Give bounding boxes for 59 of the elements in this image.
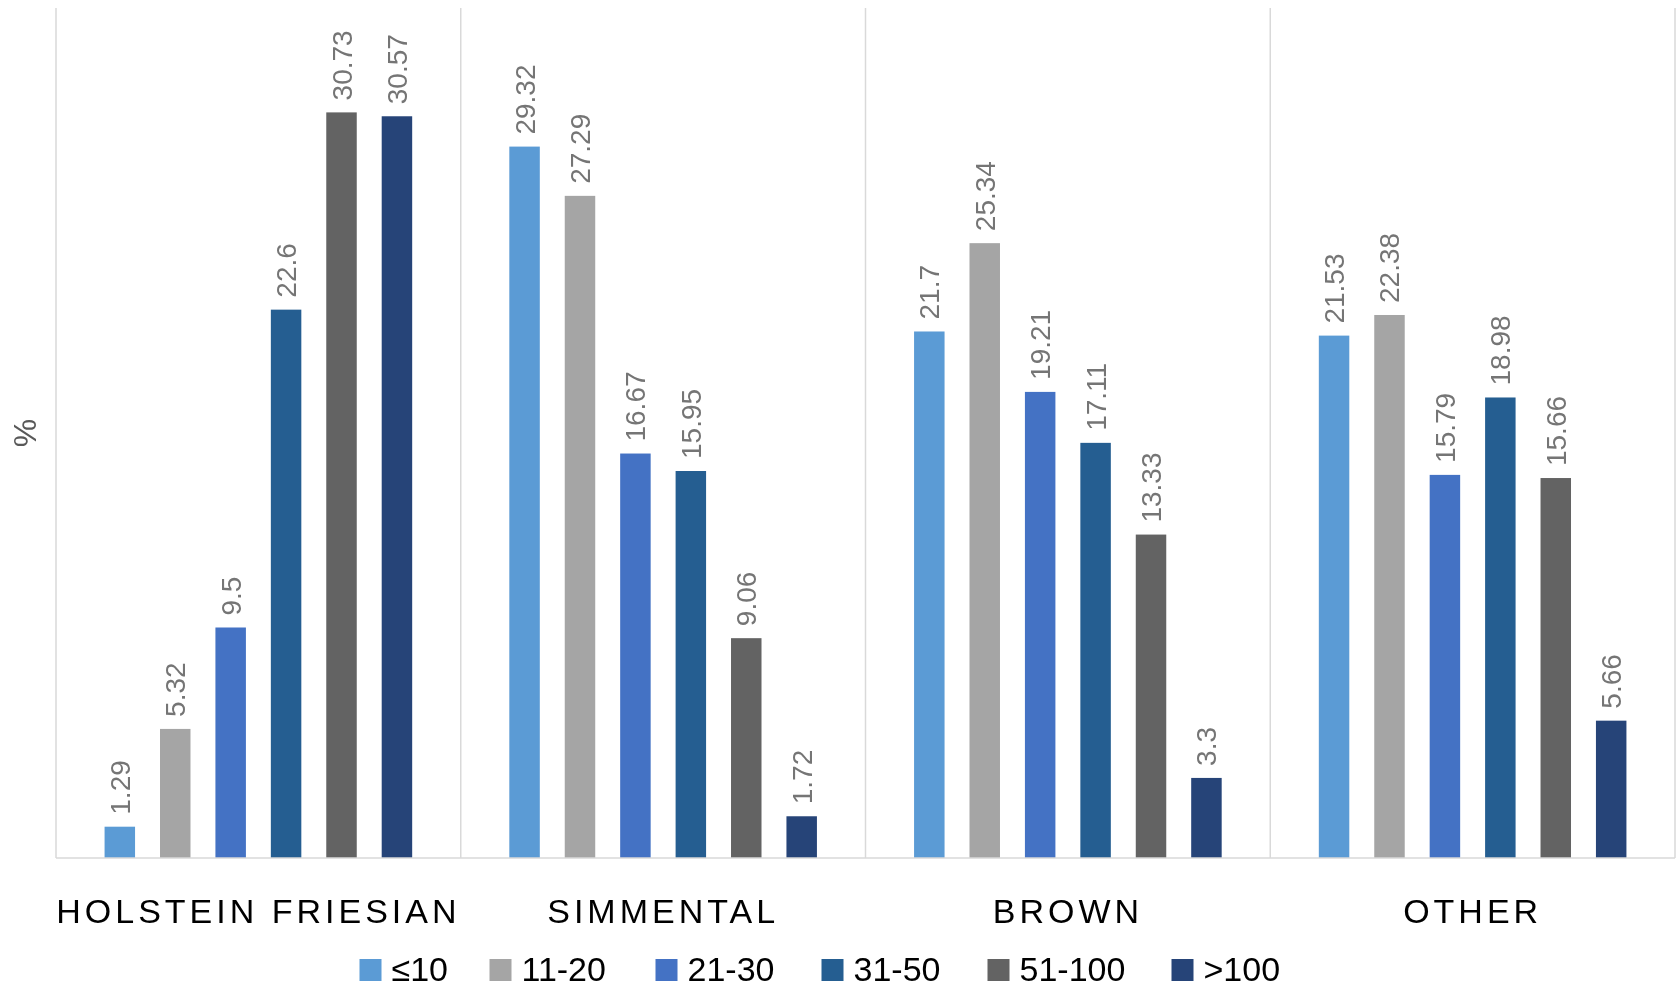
data-label: 9.5 xyxy=(215,576,247,616)
data-label: 5.66 xyxy=(1596,654,1628,709)
bar xyxy=(675,471,707,858)
data-label: 19.21 xyxy=(1025,309,1057,380)
data-label: 1.29 xyxy=(104,760,136,815)
data-label: 13.33 xyxy=(1136,452,1168,523)
bar xyxy=(160,728,191,858)
x-tick-label: HOLSTEIN FRIESIAN xyxy=(56,892,461,930)
x-tick-label: SIMMENTAL xyxy=(547,892,780,930)
y-axis-title: % xyxy=(7,418,43,448)
bar xyxy=(564,195,596,858)
data-label: 9.06 xyxy=(731,571,763,627)
data-label: 15.95 xyxy=(675,388,707,459)
bar xyxy=(1540,478,1571,858)
x-tick-label: OTHER xyxy=(1403,892,1543,930)
legend-label: 51-100 xyxy=(1019,950,1126,988)
data-label: 3.3 xyxy=(1191,726,1223,766)
bar xyxy=(1485,397,1516,858)
bar xyxy=(270,309,302,858)
bar xyxy=(326,112,357,858)
bar xyxy=(1595,720,1627,858)
data-label: 30.57 xyxy=(381,34,413,105)
legend-label: 21-30 xyxy=(687,950,775,988)
legend-label: 11-20 xyxy=(521,950,606,988)
bar xyxy=(969,243,1000,858)
data-label: 30.73 xyxy=(326,30,358,101)
bar xyxy=(1024,391,1056,858)
bar xyxy=(786,816,817,858)
data-label: 29.32 xyxy=(509,64,541,135)
legend-label: ≤10 xyxy=(391,950,448,988)
bar xyxy=(509,146,540,858)
x-tick-label: BROWN xyxy=(992,892,1144,930)
bar xyxy=(215,627,246,858)
bar xyxy=(1080,442,1111,858)
data-label: 21.7 xyxy=(914,264,946,320)
bar xyxy=(104,826,136,858)
data-label: 22.6 xyxy=(271,243,303,298)
bar xyxy=(620,453,651,858)
data-label: 21.53 xyxy=(1319,253,1351,324)
legend-label: >100 xyxy=(1203,950,1281,988)
data-label: 1.72 xyxy=(786,749,818,805)
data-label: 27.29 xyxy=(564,113,596,184)
bar xyxy=(1429,474,1461,858)
bar xyxy=(1191,777,1222,858)
data-label: 16.67 xyxy=(620,371,652,442)
bar xyxy=(1374,314,1405,858)
legend-label: 31-50 xyxy=(853,950,941,988)
bar xyxy=(914,331,945,858)
data-label: 15.79 xyxy=(1429,392,1461,463)
data-label: 17.11 xyxy=(1080,362,1112,431)
bar xyxy=(381,116,413,858)
bar xyxy=(1135,534,1167,858)
data-label: 25.34 xyxy=(969,161,1001,232)
data-label: 5.32 xyxy=(160,662,192,717)
data-label: 22.38 xyxy=(1374,232,1406,303)
bar xyxy=(731,638,762,858)
data-label: 15.66 xyxy=(1540,395,1572,467)
bar xyxy=(1318,335,1350,858)
data-label: 18.98 xyxy=(1485,315,1517,386)
